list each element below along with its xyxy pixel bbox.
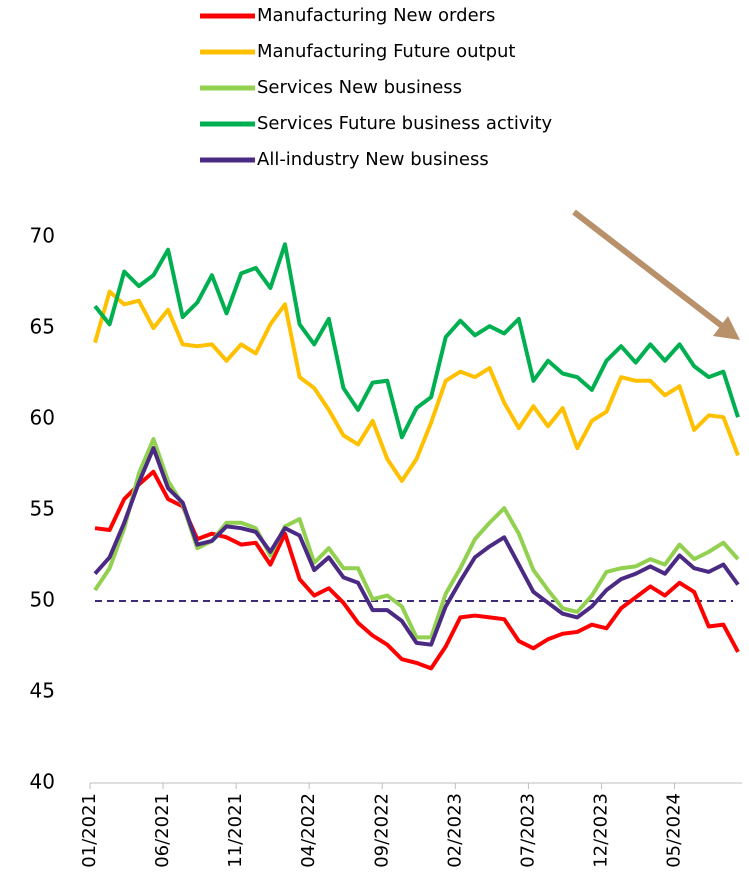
series-line xyxy=(93,242,740,440)
trend-arrow xyxy=(572,209,724,329)
x-tick-label: 05/2024 xyxy=(664,793,685,868)
x-tick-label: 07/2023 xyxy=(517,793,538,868)
legend-label: All-industry New business xyxy=(257,149,489,170)
x-tick-label: 06/2021 xyxy=(152,793,173,868)
legend-label: Manufacturing New orders xyxy=(257,5,495,26)
x-tick-label: 11/2021 xyxy=(225,793,246,868)
series-line xyxy=(94,469,740,671)
series-line xyxy=(93,437,740,640)
y-tick-label: 60 xyxy=(30,406,55,430)
x-tick-label: 02/2023 xyxy=(444,793,465,868)
y-tick-label: 45 xyxy=(30,679,55,703)
legend-label: Manufacturing Future output xyxy=(257,41,515,62)
y-tick-label: 40 xyxy=(30,770,55,794)
x-tick-label: 04/2022 xyxy=(298,793,319,868)
y-tick-label: 65 xyxy=(30,315,55,339)
legend-label: Services Future business activity xyxy=(257,113,553,134)
y-tick-label: 70 xyxy=(30,224,55,248)
series-line xyxy=(93,446,740,647)
y-tick-label: 55 xyxy=(30,497,55,521)
x-tick-label: 09/2022 xyxy=(371,793,392,868)
series-line xyxy=(93,289,740,483)
trend-arrowhead xyxy=(713,316,740,340)
legend-label: Services New business xyxy=(257,77,462,98)
y-tick-label: 50 xyxy=(30,588,55,612)
x-tick-label: 01/2021 xyxy=(79,793,100,868)
x-tick-label: 12/2023 xyxy=(590,793,611,868)
